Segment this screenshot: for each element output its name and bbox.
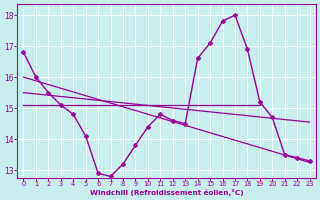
X-axis label: Windchill (Refroidissement éolien,°C): Windchill (Refroidissement éolien,°C): [90, 189, 244, 196]
